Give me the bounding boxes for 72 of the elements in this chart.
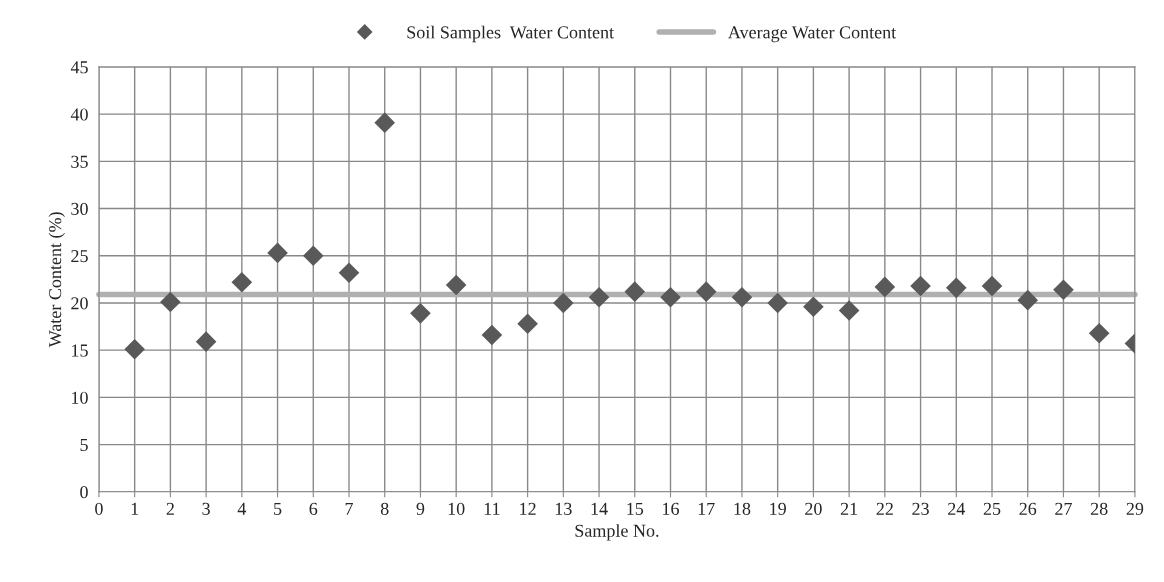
x-tick-label: 2 xyxy=(166,502,174,515)
point xyxy=(195,331,217,352)
x-tick-label: 29 xyxy=(1126,502,1144,515)
x-tick-label: 28 xyxy=(1090,502,1108,515)
x-tick-label: 7 xyxy=(345,502,353,515)
x-tick-label: 25 xyxy=(983,502,1001,515)
point xyxy=(160,291,181,313)
x-tick-label: 26 xyxy=(1019,502,1037,515)
x-tick-label: 22 xyxy=(876,502,893,515)
x-tick-label: 18 xyxy=(734,502,751,515)
x-tick-label: 4 xyxy=(237,502,247,515)
x-tick-label: 24 xyxy=(948,502,966,515)
x-tick-label: 20 xyxy=(805,502,822,515)
point xyxy=(302,245,324,267)
x-tick-label: 10 xyxy=(448,502,465,515)
point xyxy=(874,276,896,298)
y-tick-label: 35 xyxy=(71,155,88,168)
y-tick-label: 30 xyxy=(71,202,88,215)
point xyxy=(624,281,646,302)
point xyxy=(695,281,717,302)
point xyxy=(1017,289,1039,311)
x-tick-label: 6 xyxy=(309,502,318,515)
x-tick-label: 21 xyxy=(840,502,858,515)
point xyxy=(445,274,467,296)
point xyxy=(838,300,860,321)
point xyxy=(481,324,503,346)
x-tick-label: 12 xyxy=(520,502,536,515)
point xyxy=(338,262,360,284)
point xyxy=(231,271,253,293)
y-tick-label: 25 xyxy=(71,250,88,263)
x-tick-label: 17 xyxy=(698,502,715,515)
x-tick-label: 11 xyxy=(484,502,500,515)
point xyxy=(660,287,681,308)
point xyxy=(1053,279,1074,301)
point xyxy=(588,287,610,308)
y-tick-label: 5 xyxy=(80,439,88,452)
point xyxy=(553,292,574,314)
x-tick-label: 19 xyxy=(770,502,786,515)
point xyxy=(374,112,396,133)
point xyxy=(803,296,824,318)
point xyxy=(124,338,145,360)
x-tick-label: 9 xyxy=(416,502,425,515)
point xyxy=(731,287,753,308)
x-tick-label: 5 xyxy=(274,502,282,515)
y-tick-label: 0 xyxy=(80,486,88,499)
x-tick-label: 3 xyxy=(202,502,210,515)
x-tick-label: 27 xyxy=(1055,502,1072,515)
x-tick-label: 0 xyxy=(95,502,103,515)
y-tick-label: 15 xyxy=(72,344,88,357)
point xyxy=(517,313,538,335)
legend-label: Soil Samples Water Content xyxy=(407,25,614,43)
point xyxy=(267,242,288,264)
x-tick-label: 23 xyxy=(912,502,929,515)
x-tick-label: 15 xyxy=(627,502,644,515)
legend-label: Average Water Content xyxy=(728,26,897,43)
point xyxy=(1088,322,1110,344)
x-tick-label: 14 xyxy=(591,502,608,515)
x-axis-title: Sample No. xyxy=(575,524,659,541)
x-tick-label: 8 xyxy=(380,502,389,515)
y-tick-label: 45 xyxy=(70,61,88,74)
x-tick-label: 16 xyxy=(663,502,679,515)
point xyxy=(945,277,967,299)
point xyxy=(910,275,931,297)
x-tick-label: 13 xyxy=(555,502,572,515)
point xyxy=(981,275,1003,297)
y-tick-label: 20 xyxy=(71,297,88,310)
point xyxy=(767,292,788,314)
y-axis-title: Water Content (%) xyxy=(48,212,65,348)
y-tick-label: 10 xyxy=(72,391,88,404)
point xyxy=(410,303,431,324)
x-tick-label: 1 xyxy=(131,502,139,515)
y-tick-label: 40 xyxy=(70,108,88,121)
